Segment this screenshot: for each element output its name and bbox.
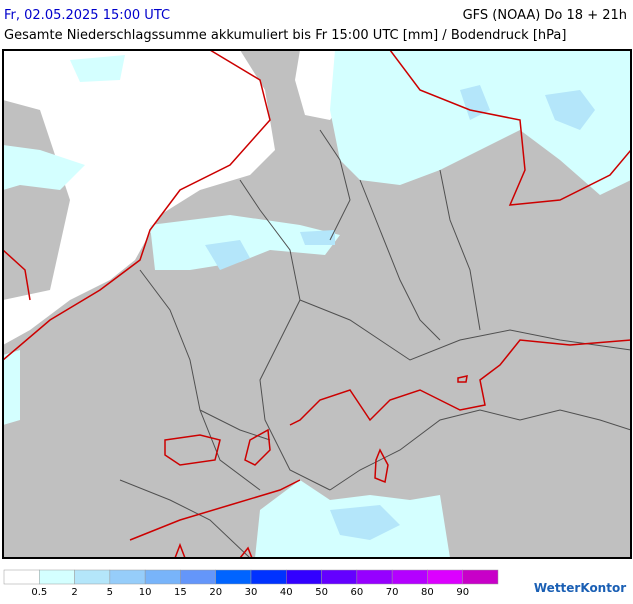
model-run: GFS (NOAA) Do 18 + 21h — [463, 8, 627, 23]
legend-label: 60 — [350, 587, 363, 598]
subtitle: Gesamte Niederschlagssumme akkumuliert b… — [4, 28, 566, 43]
legend-label: 80 — [421, 587, 434, 598]
legend-label: 50 — [315, 587, 328, 598]
legend-label: 10 — [139, 587, 152, 598]
brand: WetterKontor — [534, 581, 626, 595]
legend-label: 5 — [107, 587, 113, 598]
legend-swatch — [321, 569, 358, 585]
legend-label: 90 — [456, 587, 469, 598]
legend-swatch — [3, 569, 40, 585]
datetime: Fr, 02.05.2025 15:00 UTC — [4, 8, 170, 23]
legend-swatch — [286, 569, 322, 585]
legend-swatch — [250, 569, 287, 585]
legend-label: 30 — [245, 587, 258, 598]
legend-swatch — [427, 569, 463, 585]
legend: 0.5 2 5 10 15 20 30 40 50 60 70 80 90 — [3, 569, 499, 598]
legend-label: 40 — [280, 587, 293, 598]
legend-swatch — [215, 569, 252, 585]
legend-label: 15 — [174, 587, 187, 598]
legend-label: 0.5 — [31, 587, 47, 598]
legend-swatch — [74, 569, 111, 585]
map — [2, 49, 632, 559]
legend-swatch — [39, 569, 75, 585]
legend-swatch — [356, 569, 393, 585]
legend-swatch — [180, 569, 216, 585]
legend-label: 70 — [386, 587, 399, 598]
legend-label: 2 — [71, 587, 77, 598]
legend-swatch — [391, 569, 428, 585]
legend-label: 20 — [209, 587, 222, 598]
legend-swatch — [144, 569, 181, 585]
legend-swatch — [462, 569, 499, 585]
legend-swatch — [109, 569, 146, 585]
